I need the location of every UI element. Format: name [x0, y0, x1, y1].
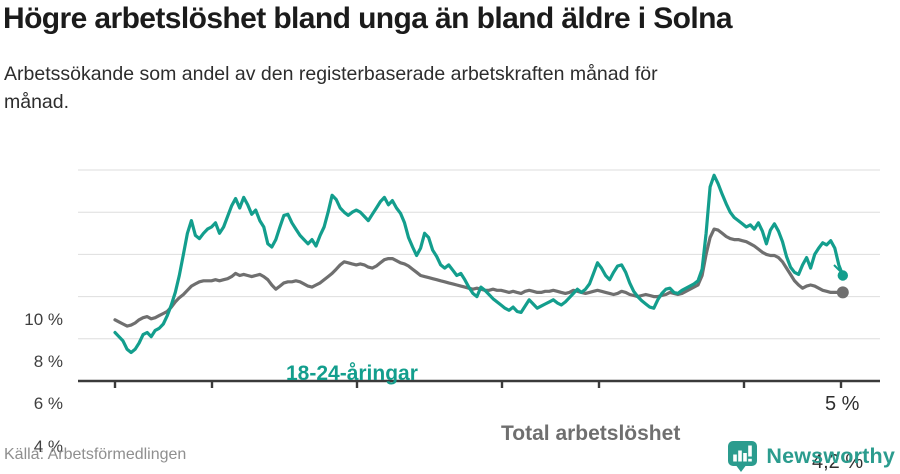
y-tick-label: 10 % [24, 310, 63, 329]
end-value-label-total: 4,2 % [812, 451, 864, 473]
end-value-label-youth: 5 % [825, 393, 860, 415]
y-tick-label: 4 % [33, 437, 63, 456]
bar-chart-bubble-icon [728, 441, 758, 472]
page-title: Högre arbetslöshet bland unga än bland ä… [3, 2, 733, 35]
line-chart: 0 % 2 % 4 % 6 % 8 % 10 % 2008 2010 2013 … [0, 150, 900, 473]
series-line-total [113, 227, 845, 328]
end-label-leader-line [833, 264, 842, 273]
source-note: Källa: Arbetsförmedlingen [4, 446, 187, 463]
series-end-dot-youth [837, 270, 848, 281]
y-tick-label: 8 % [33, 352, 63, 371]
gridlines [78, 169, 880, 340]
chart-subtitle: Arbetssökande som andel av den registerb… [4, 63, 658, 114]
series-label-total: Total arbetslöshet [501, 422, 681, 445]
x-axis [78, 379, 880, 388]
series-end-dot-total [836, 286, 849, 299]
series-layer [113, 173, 849, 355]
brand-name: Newsworthy [766, 444, 895, 468]
newsworthy-logo: Newsworthy [727, 440, 895, 473]
y-tick-label: 6 % [33, 394, 63, 413]
series-label-youth: 18-24-åringar [286, 362, 418, 385]
chart-canvas [78, 169, 880, 388]
series-line-youth [113, 173, 845, 355]
